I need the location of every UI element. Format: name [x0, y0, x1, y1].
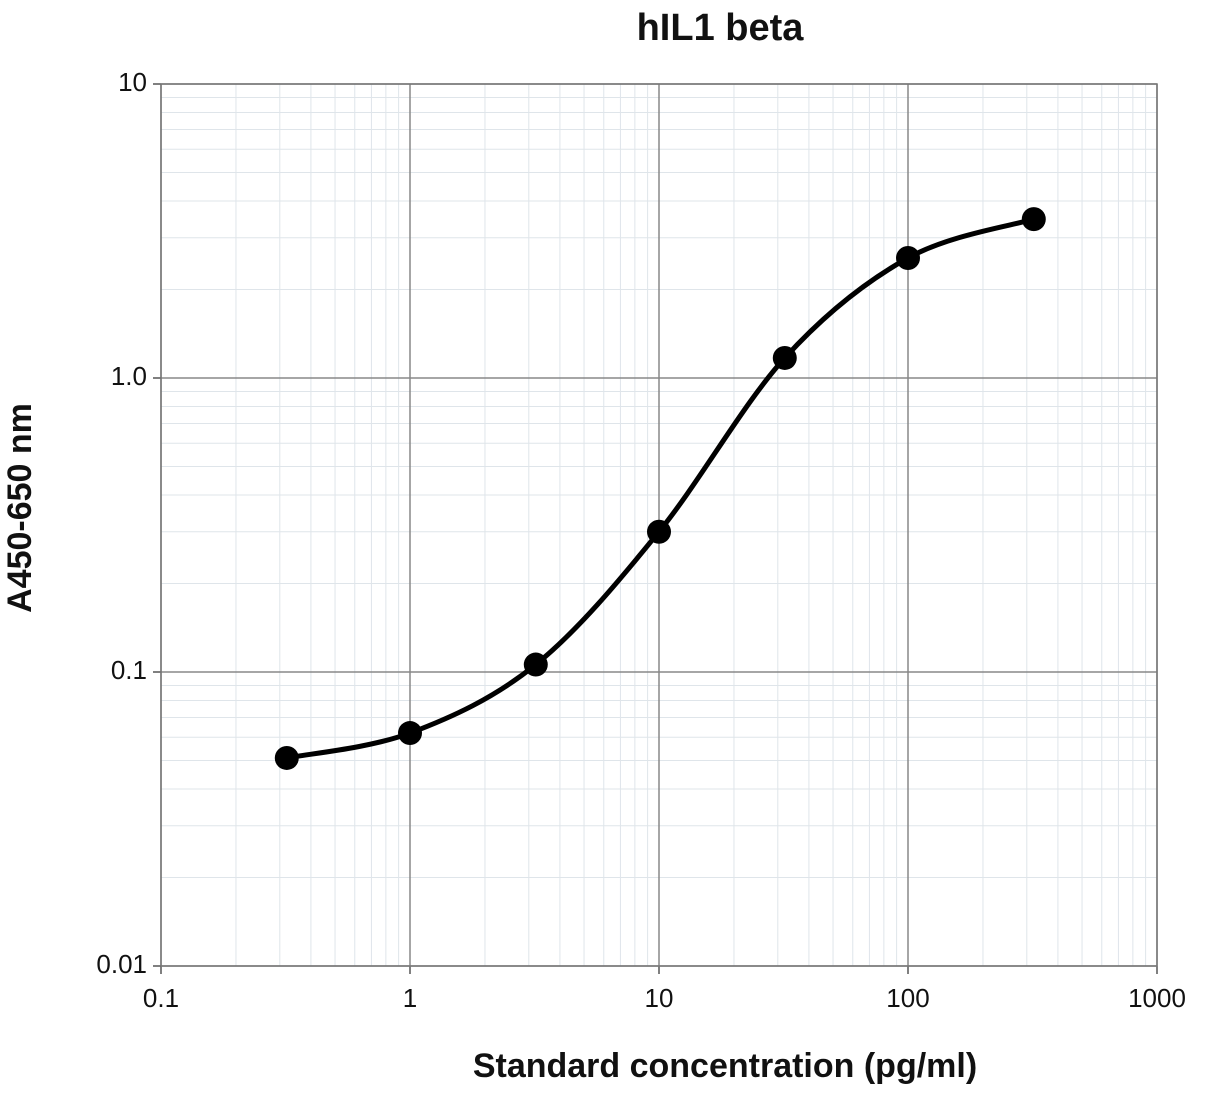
y-tick-label: 10: [118, 67, 147, 97]
x-tick-label: 1000: [1128, 983, 1186, 1013]
chart-title: hIL1 beta: [637, 7, 805, 49]
plot-frame: [160, 83, 1158, 967]
y-axis-title: A450-650 nm: [1, 403, 39, 613]
y-tick-label: 0.01: [96, 949, 147, 979]
x-tick-label: 100: [886, 983, 929, 1013]
data-point: [772, 345, 797, 370]
data-point: [896, 245, 920, 270]
y-tick-label: 0.1: [111, 655, 147, 685]
data-point: [647, 519, 671, 544]
x-tick-label: 1: [403, 983, 417, 1013]
x-tick-label: 10: [645, 983, 674, 1013]
data-point: [274, 745, 299, 770]
data-point: [1021, 207, 1046, 232]
x-axis-title: Standard concentration (pg/ml): [473, 1047, 977, 1085]
y-tick-label: 1.0: [111, 361, 147, 391]
data-point: [398, 721, 422, 746]
data-point: [523, 652, 548, 677]
x-tick-label: 0.1: [143, 983, 179, 1013]
